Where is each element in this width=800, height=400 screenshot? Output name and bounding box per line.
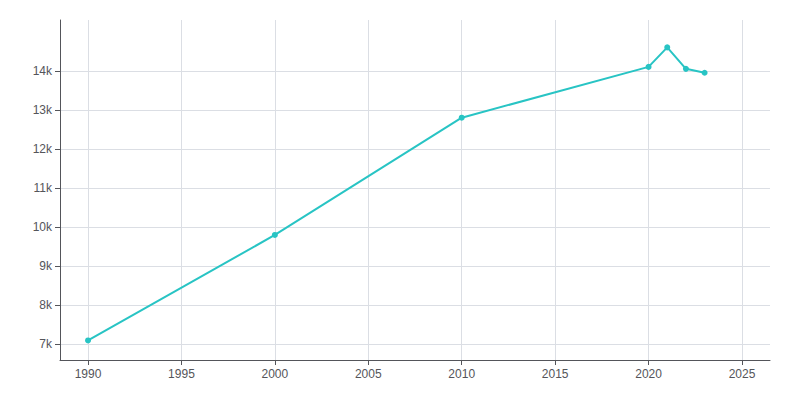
svg-text:10k: 10k bbox=[33, 220, 53, 234]
svg-text:2010: 2010 bbox=[448, 367, 475, 381]
svg-text:2005: 2005 bbox=[355, 367, 382, 381]
svg-text:2000: 2000 bbox=[262, 367, 289, 381]
svg-text:12k: 12k bbox=[33, 142, 53, 156]
svg-text:7k: 7k bbox=[39, 337, 53, 351]
svg-text:1990: 1990 bbox=[75, 367, 102, 381]
svg-text:8k: 8k bbox=[39, 298, 53, 312]
svg-text:9k: 9k bbox=[39, 259, 53, 273]
svg-text:14k: 14k bbox=[33, 64, 53, 78]
svg-text:11k: 11k bbox=[34, 181, 53, 195]
svg-text:2020: 2020 bbox=[635, 367, 662, 381]
svg-text:2015: 2015 bbox=[542, 367, 569, 381]
svg-text:2025: 2025 bbox=[729, 367, 756, 381]
svg-text:13k: 13k bbox=[33, 103, 53, 117]
svg-text:1995: 1995 bbox=[168, 367, 195, 381]
